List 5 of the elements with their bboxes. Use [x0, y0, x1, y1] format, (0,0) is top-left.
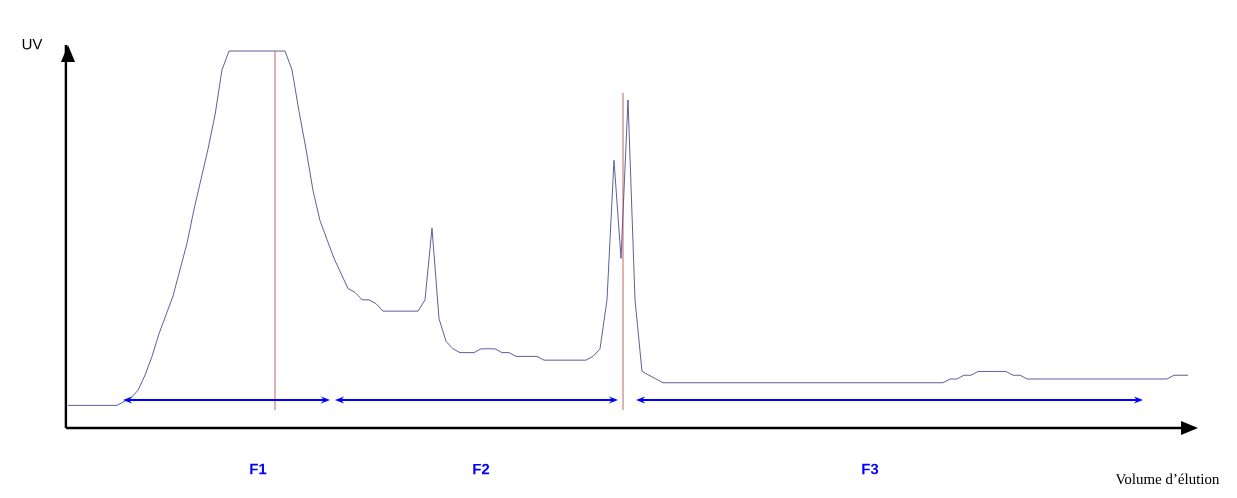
y-axis-title: UV — [22, 39, 43, 50]
x-axis-title: Volume d’élution — [1115, 473, 1220, 485]
text: F1 — [250, 463, 267, 475]
text: F2 — [473, 463, 490, 475]
text: F3 — [862, 463, 879, 475]
